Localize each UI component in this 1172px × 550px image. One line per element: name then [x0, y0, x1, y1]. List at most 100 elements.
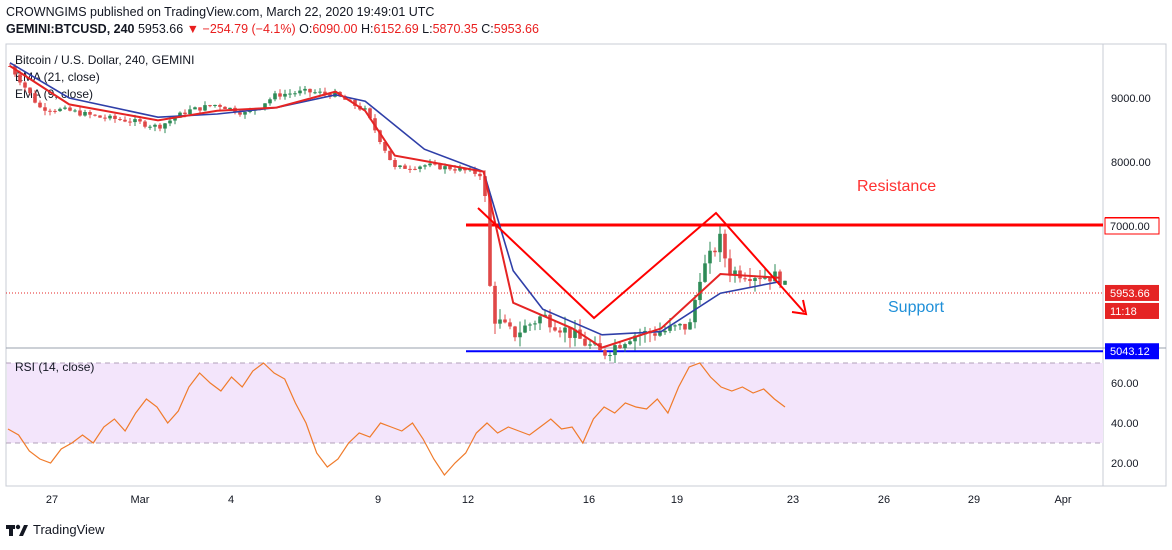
candle-body [668, 325, 672, 331]
price-tick-label: 8000.00 [1111, 157, 1151, 169]
price-tag-box [1104, 217, 1160, 235]
candle-body [748, 279, 752, 281]
candle-body [108, 115, 112, 119]
candle-body [228, 107, 232, 110]
candle-body [143, 121, 147, 127]
candle-body [658, 332, 662, 336]
candle-body [303, 88, 307, 91]
candle-body [723, 233, 727, 259]
rsi-band [7, 363, 1103, 443]
candle-body [263, 103, 267, 108]
legend-rsi: RSI (14, close) [15, 360, 94, 374]
candle-body [308, 88, 312, 93]
candle-body [568, 327, 572, 338]
candle-body [133, 119, 137, 123]
candle-body [243, 112, 247, 115]
candle-body [693, 300, 697, 323]
candle-body [363, 108, 367, 110]
candle-body [223, 106, 227, 110]
candle-body [728, 258, 732, 276]
candle-body [118, 118, 122, 120]
high-value: 6152.69 [373, 22, 419, 36]
candle-body [488, 196, 492, 286]
tradingview-name: TradingView [33, 522, 105, 537]
candle-body [583, 338, 587, 346]
candle-body [418, 166, 422, 169]
candle-body [613, 345, 617, 356]
price-tag-label: 7000.00 [1110, 221, 1150, 233]
candle-body [498, 319, 502, 324]
candle-body [238, 112, 242, 115]
candle-body [73, 110, 77, 112]
candle-body [453, 169, 457, 171]
candle-body [48, 110, 52, 112]
candle-body [713, 250, 717, 253]
candle-body [508, 322, 512, 327]
candle-body [183, 112, 187, 115]
candle-body [423, 165, 427, 167]
candle-body [248, 110, 252, 113]
candle-body [323, 91, 327, 94]
candle-body [398, 165, 402, 167]
candle-body [403, 165, 407, 169]
candle-body [703, 263, 707, 282]
chart-frame [5, 43, 1167, 487]
candle-body [178, 112, 182, 118]
candle-body [573, 329, 577, 338]
candle-body [198, 107, 202, 111]
candle-body [383, 141, 387, 151]
candle-body [268, 99, 272, 104]
candle-body [208, 105, 212, 107]
legend-title: Bitcoin / U.S. Dollar, 240, GEMINI [15, 53, 194, 67]
x-tick-label: Mar [131, 494, 150, 506]
publish-line: CROWNGIMS published on TradingView.com, … [6, 5, 435, 19]
candle-body [93, 114, 97, 116]
candle-body [413, 168, 417, 170]
tradingview-logo-icon [6, 524, 28, 536]
candle-body [708, 250, 712, 264]
rsi-tick-label: 60.00 [1111, 378, 1139, 390]
candle-body [68, 107, 72, 111]
candle-body [273, 93, 277, 100]
candle-body [318, 91, 322, 93]
candle-body [718, 233, 722, 253]
candle-body [753, 278, 757, 281]
candle-body [503, 319, 507, 323]
price-tag-label: 11:18 [1110, 306, 1137, 318]
candle-body [388, 150, 392, 161]
open-label: O: [299, 22, 313, 36]
open-value: 6090.00 [312, 22, 358, 36]
candle-body [438, 163, 442, 170]
candle-body [393, 160, 397, 167]
candle-body [548, 314, 552, 328]
candle-body [778, 271, 782, 285]
last-price: 5953.66 [137, 22, 184, 36]
candle-body [293, 93, 297, 95]
close-label: C: [481, 22, 494, 36]
candle-body [18, 74, 22, 83]
candle-body [608, 355, 612, 357]
candle-body [113, 115, 117, 119]
candle-body [528, 324, 532, 326]
candle-body [38, 102, 42, 108]
candle-body [148, 126, 152, 128]
zigzag-arrow-line [477, 207, 805, 320]
candle-body [378, 130, 382, 142]
candle-body [493, 285, 497, 324]
candle-body [428, 163, 432, 166]
rsi-line [7, 362, 786, 476]
candle-body [458, 168, 462, 171]
high-label: H: [361, 22, 374, 36]
candle-body [298, 90, 302, 94]
candle-body [743, 278, 747, 280]
tradingview-branding[interactable]: TradingView [6, 522, 105, 537]
candle-body [283, 93, 287, 97]
candle-body [33, 93, 37, 103]
x-tick-label: 4 [228, 494, 234, 506]
candle-body [203, 105, 207, 111]
symbol-label: GEMINI:BTCUSD, 240 [6, 22, 135, 36]
candle-body [138, 119, 142, 122]
price-tag-box [1105, 284, 1159, 301]
candle-body [623, 344, 627, 349]
